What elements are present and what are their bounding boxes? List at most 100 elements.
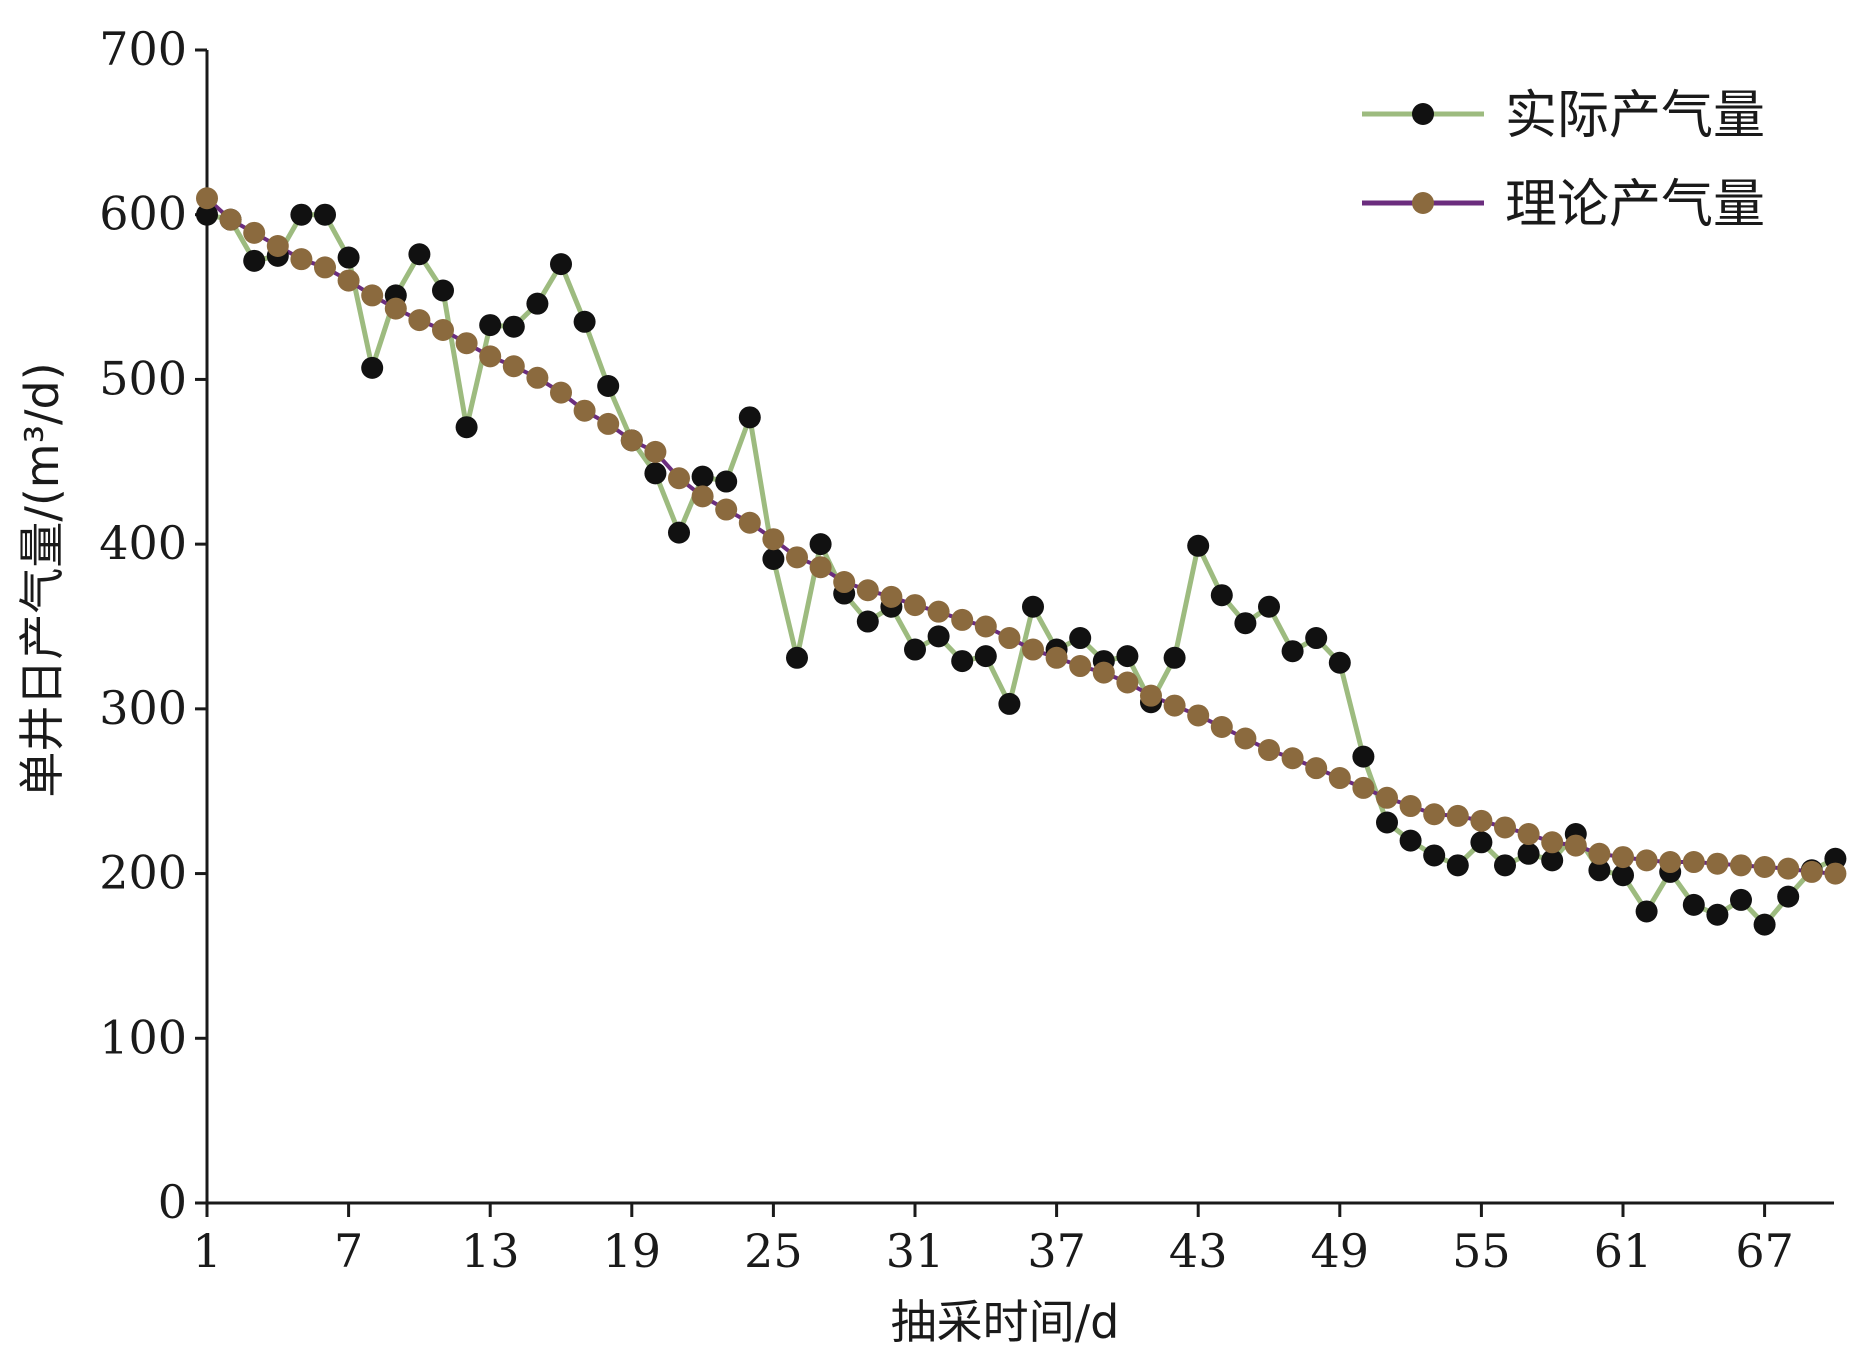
data-point-actual [337,246,360,269]
data-point-actual [1069,627,1092,650]
data-point-theoretical [550,381,572,404]
data-point-theoretical [219,208,242,231]
data-point-actual [1116,645,1139,668]
x-tick-label: 13 [461,1224,520,1278]
data-point-actual [1730,888,1752,911]
y-tick-label: 0 [158,1175,187,1229]
x-tick-label: 61 [1594,1224,1653,1278]
data-point-actual [1706,903,1729,926]
data-point-actual [762,547,785,570]
data-point-theoretical [1777,857,1800,880]
data-point-theoretical [266,235,289,258]
data-point-actual [738,406,761,429]
data-point-actual [715,470,738,493]
data-point-actual [1376,811,1398,834]
data-point-actual [809,533,832,556]
data-point-theoretical [1800,860,1823,883]
data-point-theoretical [1187,704,1210,727]
data-point-actual [1305,627,1328,650]
y-tick-label: 100 [99,1010,187,1064]
data-point-actual [1281,640,1304,663]
data-point-actual [1517,842,1540,865]
legend-label-actual: 实际产气量 [1505,86,1765,146]
data-point-theoretical [597,412,620,435]
data-point-actual [196,203,218,226]
data-point-theoretical [951,608,974,631]
data-point-actual [1470,831,1493,854]
data-point-actual [243,249,266,272]
data-point-theoretical [455,332,478,355]
data-point-theoretical [479,345,502,368]
data-point-theoretical [1541,831,1564,854]
data-point-theoretical [408,309,431,332]
data-point-theoretical [1069,655,1092,678]
data-point-actual [1258,595,1280,618]
data-point-actual [1682,893,1705,916]
data-point-theoretical [1706,852,1729,875]
data-point-theoretical [1328,767,1351,790]
data-point-theoretical [384,297,407,320]
data-point-theoretical [243,221,266,244]
y-tick-label: 500 [99,351,187,405]
data-point-actual [1423,844,1446,867]
data-point-theoretical [196,187,218,210]
data-point-actual [974,645,997,668]
data-point-actual [1022,595,1044,618]
data-point-theoretical [1588,842,1611,865]
data-point-theoretical [974,615,997,638]
data-point-actual [1210,584,1233,607]
data-point-actual [1399,829,1422,852]
data-point-theoretical [1022,638,1044,661]
data-point-theoretical [880,585,903,608]
data-point-actual [668,521,690,544]
data-point-theoretical [1730,854,1752,877]
data-point-actual [691,465,714,488]
data-point-theoretical [1116,671,1139,694]
data-point-theoretical [1517,823,1540,846]
legend-marker-theoretical [1412,192,1434,214]
x-tick-label: 1 [192,1224,221,1278]
data-point-theoretical [809,556,832,579]
legend-marker-actual [1412,103,1434,125]
data-point-actual [951,650,974,673]
series-line-actual [206,212,1837,928]
data-point-actual [597,375,620,398]
y-tick-label: 700 [99,22,187,76]
data-point-actual [856,610,879,633]
data-point-theoretical [1564,834,1587,857]
x-tick-label: 19 [603,1224,662,1278]
data-point-actual [786,646,808,669]
x-tick-label: 55 [1452,1224,1511,1278]
data-point-theoretical [432,319,454,342]
data-point-actual [1588,859,1611,882]
data-point-theoretical [502,355,525,378]
data-point-theoretical [1140,684,1162,707]
data-point-theoretical [1376,786,1398,809]
data-point-theoretical [856,579,879,602]
data-point-actual [573,310,596,333]
x-tick-label: 31 [886,1224,945,1278]
data-point-theoretical [290,248,313,271]
data-point-theoretical [1682,851,1705,874]
data-point-theoretical [691,485,714,508]
data-point-theoretical [998,627,1021,650]
data-point-theoretical [1352,776,1375,799]
data-point-actual [998,692,1021,715]
x-tick-label: 43 [1169,1224,1228,1278]
data-point-theoretical [1612,846,1634,869]
data-point-actual [1777,885,1800,908]
data-point-theoretical [573,399,596,422]
data-point-theoretical [1163,694,1186,717]
data-point-theoretical [1446,804,1469,827]
data-point-theoretical [337,269,360,292]
data-point-actual [455,416,478,439]
data-point-actual [1446,854,1469,877]
data-point-theoretical [1399,795,1422,818]
y-axis-title: 单井日产气量/(m³/d) [15,362,69,797]
y-tick-label: 200 [99,846,187,900]
data-point-actual [927,625,950,648]
data-point-actual [1163,646,1186,669]
legend: 实际产气量 理论产气量 [1362,86,1765,235]
data-point-theoretical [1045,646,1068,669]
